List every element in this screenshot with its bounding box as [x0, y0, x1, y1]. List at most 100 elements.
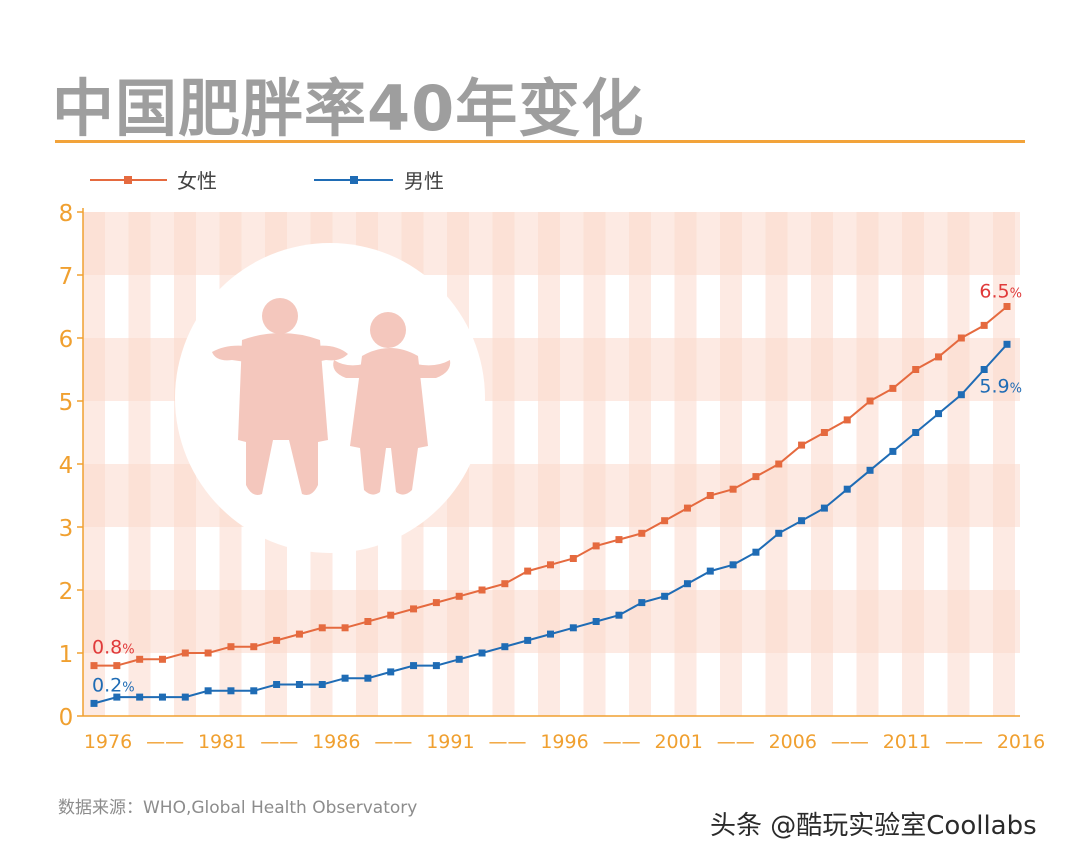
- female-point: [615, 536, 623, 544]
- male-point: [478, 649, 486, 657]
- obese-couple-illustration: [175, 243, 485, 553]
- data-labels: 0.8% 0.2% 6.5% 5.9%: [92, 281, 1022, 697]
- female-point: [889, 384, 897, 392]
- male-point: [1003, 340, 1011, 348]
- y-tick-label: 4: [59, 453, 74, 479]
- female-point: [478, 586, 486, 594]
- bg-band-v: [811, 212, 833, 716]
- y-tick-label: 0: [59, 705, 74, 731]
- bg-band-v: [947, 212, 970, 716]
- y-tick-label: 5: [59, 390, 74, 416]
- female-point: [273, 636, 281, 644]
- male-point: [935, 410, 943, 418]
- x-tick-separator: ——: [374, 731, 412, 753]
- male-point: [706, 567, 714, 575]
- chart-title: 中国肥胖率40年变化: [52, 72, 645, 145]
- female-point: [524, 567, 532, 575]
- x-tick-label: 1986: [312, 731, 360, 753]
- female-point: [341, 624, 349, 632]
- x-tick-separator: ——: [146, 731, 184, 753]
- bg-band-v: [538, 212, 560, 716]
- male-point: [798, 517, 806, 525]
- male-point: [364, 674, 372, 682]
- x-tick-label: 1976: [84, 731, 132, 753]
- bg-band-v: [674, 212, 697, 716]
- male-point: [957, 391, 965, 399]
- female-point: [912, 366, 920, 373]
- male-point: [250, 687, 258, 695]
- male-point: [113, 693, 121, 701]
- x-tick-separator: ——: [260, 731, 298, 753]
- male-point: [318, 681, 326, 688]
- female-point: [547, 561, 554, 569]
- female-point: [181, 649, 189, 657]
- x-tick-label: 2016: [997, 731, 1045, 753]
- title-divider: [55, 140, 1025, 143]
- y-tick-label: 2: [59, 579, 74, 605]
- female-point: [569, 555, 577, 562]
- x-tick-separator: ——: [831, 731, 869, 753]
- female-point: [410, 605, 418, 613]
- male-end-label: 5.9%: [979, 375, 1022, 397]
- female-start-label: 0.8%: [92, 637, 135, 659]
- male-start-label: 0.2%: [92, 674, 135, 696]
- female-point: [90, 662, 98, 670]
- y-tick-label: 8: [59, 201, 74, 227]
- female-point: [980, 321, 988, 329]
- woman-silhouette-icon: [333, 312, 451, 495]
- female-point: [432, 599, 440, 607]
- female-point: [250, 643, 258, 651]
- male-point: [295, 681, 303, 688]
- female-point: [683, 504, 691, 512]
- female-point: [843, 416, 851, 424]
- female-point: [455, 592, 463, 600]
- x-tick-label: 2006: [769, 731, 817, 753]
- male-point: [181, 693, 189, 701]
- female-point: [501, 580, 509, 588]
- male-point: [638, 599, 646, 607]
- female-point: [592, 542, 600, 550]
- male-point: [501, 643, 509, 651]
- female-point: [957, 334, 965, 342]
- x-tick-separator: ——: [603, 731, 641, 753]
- male-point: [136, 693, 144, 701]
- female-end-label: 6.5%: [979, 281, 1022, 303]
- female-point: [295, 630, 303, 638]
- series: [90, 303, 1011, 707]
- male-point: [683, 580, 691, 588]
- male-point: [227, 687, 235, 695]
- x-tick-label: 2011: [883, 731, 931, 753]
- x-tick-separator: ——: [717, 731, 755, 753]
- x-tick-separator: ——: [945, 731, 983, 753]
- female-point: [136, 655, 144, 663]
- male-point: [432, 662, 440, 670]
- male-point: [729, 561, 737, 569]
- male-point: [661, 592, 669, 600]
- male-point: [547, 630, 554, 638]
- bg-band-v: [128, 212, 151, 716]
- x-tick-label: 1981: [198, 731, 246, 753]
- x-tick-label: 2001: [654, 731, 702, 753]
- female-point: [775, 460, 783, 468]
- male-point: [752, 548, 760, 556]
- female-point: [935, 353, 943, 361]
- male-point: [455, 655, 463, 663]
- legend-male-marker: [350, 176, 358, 184]
- female-point: [113, 662, 121, 670]
- y-tick-label: 7: [59, 264, 74, 290]
- female-point: [866, 397, 874, 405]
- bg-band-v: [83, 212, 105, 716]
- male-point: [158, 693, 166, 701]
- female-point: [752, 473, 760, 481]
- bg-band-v: [993, 212, 1015, 716]
- male-point: [341, 674, 349, 682]
- female-point: [158, 655, 166, 663]
- legend-female-label: 女性: [177, 169, 217, 193]
- male-point: [592, 618, 600, 625]
- female-point: [661, 517, 669, 525]
- male-point: [889, 447, 897, 455]
- male-point: [980, 366, 988, 373]
- female-point: [1003, 303, 1011, 310]
- male-point: [387, 668, 395, 676]
